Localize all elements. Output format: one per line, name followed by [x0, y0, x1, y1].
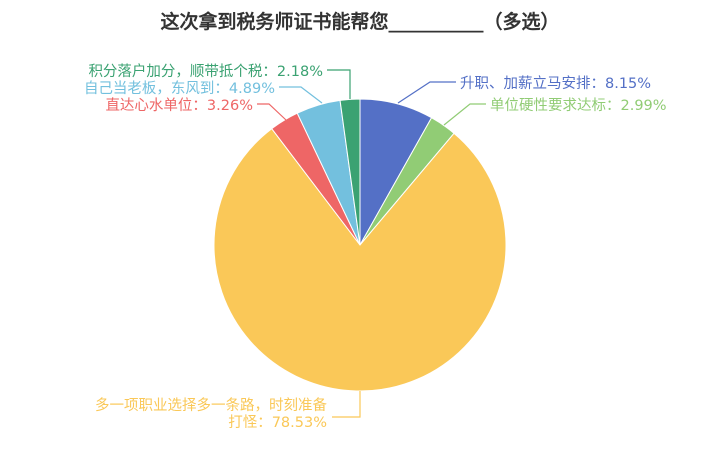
- slice-label: 自己当老板，东风到：4.89%: [84, 79, 275, 97]
- label-leader-line: [257, 103, 287, 121]
- label-leader-line: [332, 391, 361, 418]
- slice-labels: 升职、加薪立马安排：8.15% 单位硬性要求达标：2.99% 多一项职业选择多一条路…: [84, 63, 667, 431]
- pie-slice: [213, 128, 507, 392]
- label-leader-line: [327, 69, 351, 99]
- pie-slices: [213, 98, 507, 392]
- label-leader-lines: [257, 69, 486, 418]
- label-leader-line: [397, 81, 456, 104]
- label-leader-line: [279, 86, 323, 104]
- slice-label: 直达心水单位：3.26%: [105, 97, 253, 114]
- chart-title: 这次拿到税务师证书能帮您__________（多选）: [160, 10, 559, 33]
- label-leader-line: [443, 103, 486, 126]
- slice-label: 积分落户加分，顺带抵个税：2.18%: [88, 63, 323, 80]
- slice-label: 升职、加薪立马安排：8.15%: [460, 75, 651, 92]
- pie-slice: [339, 98, 361, 246]
- slice-label: 多一项职业选择多一条路，时刻准备打怪：78.53%: [95, 397, 327, 431]
- slice-label: 单位硬性要求达标：2.99%: [490, 97, 667, 114]
